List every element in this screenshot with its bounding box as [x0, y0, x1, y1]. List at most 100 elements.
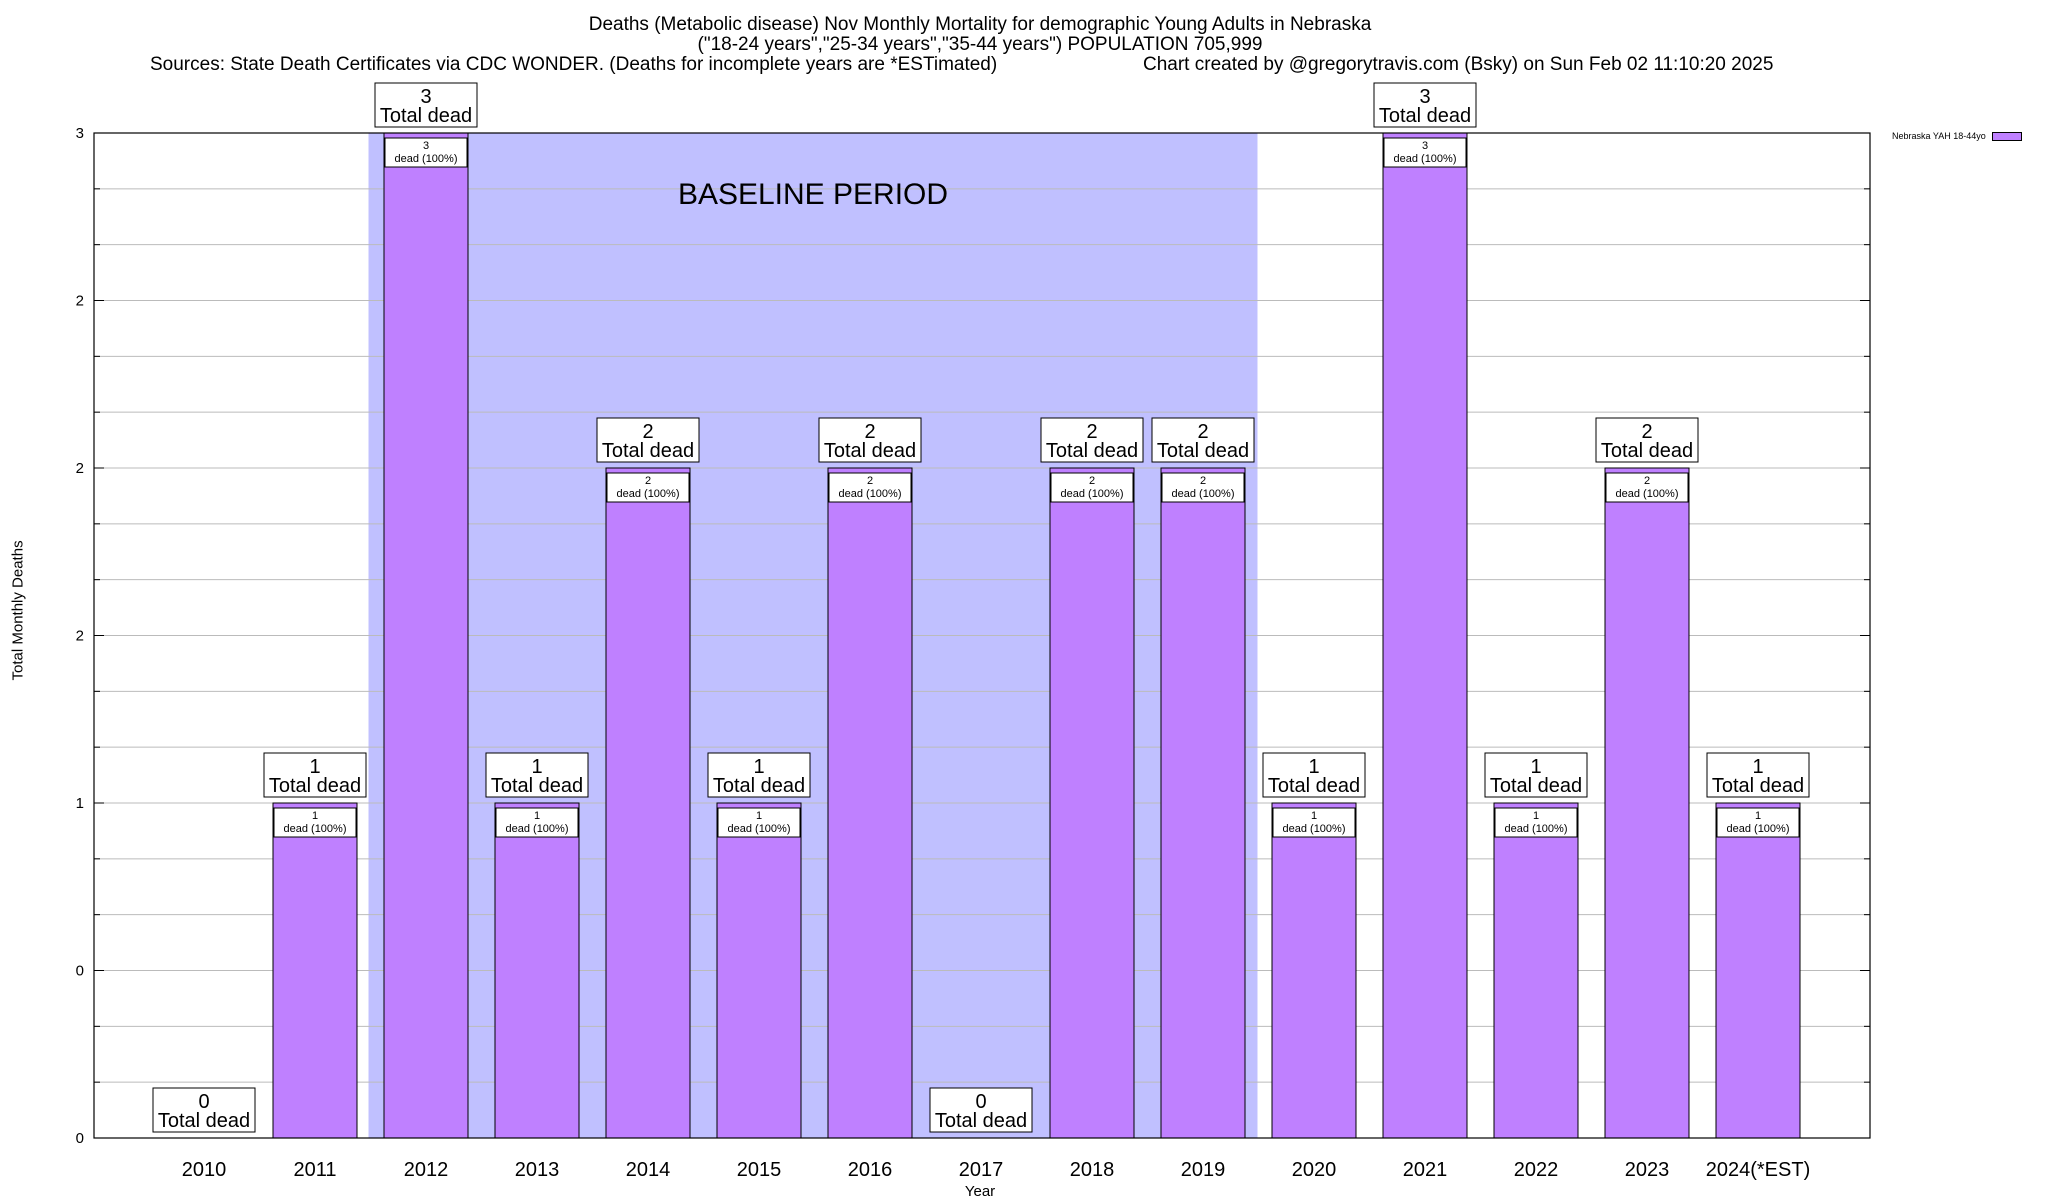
bar-inner-label: dead (100%) — [1394, 153, 1457, 165]
bar — [494, 802, 580, 1139]
bar-total-value: 0 — [975, 1091, 986, 1113]
x-tick-label: 2016 — [848, 1159, 893, 1181]
bar-inner-label-box — [1272, 807, 1356, 838]
x-tick-label: 2017 — [959, 1159, 1004, 1181]
bar-inner-label-box — [828, 472, 912, 503]
chart-sources: Sources: State Death Certificates via CD… — [150, 54, 998, 75]
bar-inner-label-box — [1494, 807, 1578, 838]
bar-inner-label: dead (100%) — [506, 823, 569, 835]
bar-inner-label-box — [717, 807, 801, 838]
x-tick-label: 2014 — [626, 1159, 671, 1181]
bar-total-text: Total dead — [158, 1110, 250, 1132]
x-tick-label: 2021 — [1403, 1159, 1448, 1181]
x-tick-label: 2019 — [1181, 1159, 1226, 1181]
bar-inner-value: 1 — [1755, 810, 1761, 822]
bar-total-text: Total dead — [1157, 440, 1249, 462]
bar-total-text: Total dead — [380, 105, 472, 127]
legend-swatch — [1991, 131, 2022, 141]
x-tick-label: 2022 — [1514, 1159, 1559, 1181]
x-tick-label: 2011 — [293, 1159, 336, 1181]
bar-total-label-box — [1262, 752, 1366, 798]
bar-inner-value: 2 — [645, 475, 651, 487]
bar-inner-value: 1 — [756, 810, 762, 822]
bar — [1160, 467, 1246, 1139]
bar-total-value: 1 — [1752, 756, 1763, 778]
bar-inner-label: dead (100%) — [1172, 488, 1235, 500]
bar-total-value: 2 — [864, 421, 875, 443]
bar-total-text: Total dead — [491, 775, 583, 797]
bar — [1271, 802, 1357, 1139]
bar-inner-label: dead (100%) — [1283, 823, 1346, 835]
legend: Nebraska YAH 18-44yo — [1892, 131, 2022, 141]
bar-inner-label: dead (100%) — [1505, 823, 1568, 835]
bar — [1049, 467, 1135, 1139]
chart-title: Deaths (Metabolic disease) Nov Monthly M… — [588, 14, 1372, 35]
bar-total-label-box — [374, 82, 478, 128]
bar — [1604, 467, 1690, 1139]
bar-total-label-box — [707, 752, 811, 798]
x-tick-label: 2010 — [182, 1159, 227, 1181]
bar-inner-label: dead (100%) — [839, 488, 902, 500]
plot-border — [93, 132, 1871, 1139]
bar-inner-label: dead (100%) — [284, 823, 347, 835]
chart-credit: Chart created by @gregorytravis.com (Bsk… — [1143, 54, 1774, 75]
bar-inner-value: 1 — [312, 810, 318, 822]
bar — [272, 802, 358, 1139]
bar-inner-label-box — [273, 807, 357, 838]
bar-total-value: 1 — [531, 756, 542, 778]
bar-inner-value: 1 — [1533, 810, 1539, 822]
bar-total-value: 0 — [198, 1091, 209, 1113]
legend-label: Nebraska YAH 18-44yo — [1892, 131, 1986, 141]
x-tick-label: 2015 — [737, 1159, 782, 1181]
x-tick-label: 2020 — [1292, 1159, 1337, 1181]
bar-total-label-box — [1706, 752, 1810, 798]
bar-inner-value: 2 — [867, 475, 873, 487]
bar-inner-label-box — [606, 472, 690, 503]
bar-total-label-box — [1484, 752, 1588, 798]
bar-total-value: 2 — [1641, 421, 1652, 443]
y-tick-label: 2 — [76, 628, 84, 645]
y-tick-label: 2 — [76, 293, 84, 310]
bar-total-text: Total dead — [1379, 105, 1471, 127]
bar-inner-label-box — [1605, 472, 1689, 503]
bar-inner-label: dead (100%) — [1061, 488, 1124, 500]
bar-total-text: Total dead — [824, 440, 916, 462]
bar — [827, 467, 913, 1139]
bar — [716, 802, 802, 1139]
bar-total-label-box — [263, 752, 367, 798]
bar-total-label-box — [152, 1087, 256, 1133]
bar-inner-value: 3 — [1422, 140, 1428, 152]
bar-total-text: Total dead — [1268, 775, 1360, 797]
bar-inner-label: dead (100%) — [1727, 823, 1790, 835]
baseline-label: BASELINE PERIOD — [678, 178, 948, 211]
bar-inner-label-box — [1161, 472, 1245, 503]
bar-total-value: 1 — [1308, 756, 1319, 778]
bar-total-value: 1 — [309, 756, 320, 778]
x-tick-label: 2013 — [515, 1159, 560, 1181]
x-tick-label: 2018 — [1070, 1159, 1115, 1181]
bar-total-label-box — [596, 417, 700, 463]
bar-inner-label: dead (100%) — [617, 488, 680, 500]
bar-inner-value: 2 — [1200, 475, 1206, 487]
bar-total-text: Total dead — [1712, 775, 1804, 797]
bar-total-value: 2 — [1086, 421, 1097, 443]
y-tick-label: 3 — [76, 125, 84, 142]
x-tick-label: 2012 — [404, 1159, 449, 1181]
x-axis-label: Year — [964, 1183, 996, 1200]
bar-total-value: 3 — [1419, 86, 1430, 108]
bar — [1715, 802, 1801, 1139]
x-tick-label: 2024(*EST) — [1706, 1159, 1811, 1181]
bar — [1493, 802, 1579, 1139]
bar-inner-label: dead (100%) — [728, 823, 791, 835]
bar-inner-value: 1 — [534, 810, 540, 822]
bar-inner-label-box — [384, 137, 468, 168]
bar-total-label-box — [929, 1087, 1033, 1133]
bar-total-text: Total dead — [1601, 440, 1693, 462]
bar-inner-value: 2 — [1089, 475, 1095, 487]
bar-total-text: Total dead — [1490, 775, 1582, 797]
bar-inner-label: dead (100%) — [1616, 488, 1679, 500]
bar-total-value: 1 — [753, 756, 764, 778]
bar — [605, 467, 691, 1139]
bar-inner-label-box — [495, 807, 579, 838]
